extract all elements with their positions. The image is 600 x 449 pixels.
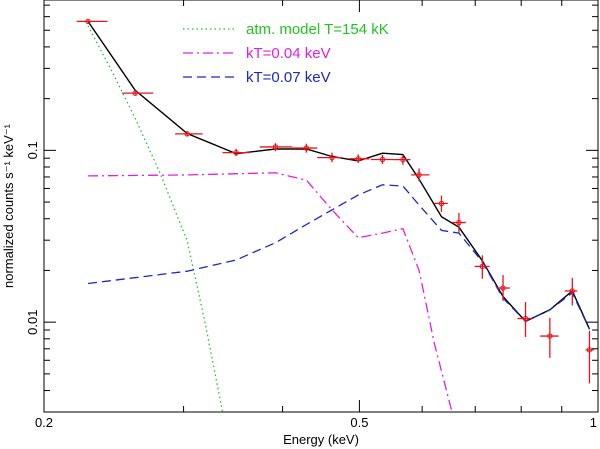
- data-marker: [547, 333, 553, 339]
- data-point: [292, 143, 318, 153]
- model-lines: [87, 21, 591, 412]
- legend-label: kT=0.04 keV: [246, 45, 331, 62]
- axis-tick-labels: 0.2 0.5 1 0.01 0.1: [25, 141, 597, 430]
- data-point: [370, 154, 394, 164]
- plot-frame: [43, 0, 599, 413]
- data-point: [222, 148, 250, 157]
- data-point: [76, 18, 108, 25]
- data-marker: [586, 347, 593, 353]
- data-point: [349, 154, 370, 163]
- data-marker: [85, 18, 91, 25]
- legend: atm. model T=154 kK kT=0.04 keV kT=0.07 ke…: [183, 21, 389, 86]
- data-point: [259, 143, 293, 152]
- data-marker: [329, 154, 335, 161]
- data-point: [452, 212, 466, 233]
- data-point: [585, 330, 595, 384]
- x-tick-label: 0.5: [350, 415, 368, 430]
- data-point: [474, 255, 490, 279]
- y-axis-label: normalized counts s⁻¹ keV⁻¹: [1, 123, 16, 288]
- x-axis-label: Energy (keV): [283, 432, 359, 447]
- data-point: [517, 302, 532, 337]
- data-point: [411, 168, 430, 182]
- data-points: [76, 18, 595, 384]
- data-marker: [456, 219, 462, 226]
- data-marker: [184, 131, 190, 137]
- data-marker: [272, 144, 279, 150]
- data-marker: [479, 263, 486, 270]
- axis-ticks: [43, 0, 599, 413]
- data-marker: [400, 156, 406, 163]
- data-marker: [303, 145, 310, 151]
- legend-label: atm. model T=154 kK: [246, 21, 389, 38]
- legend-label: kT=0.07 keV: [246, 69, 331, 86]
- y-tick-label: 0.1: [25, 141, 40, 159]
- data-marker: [355, 156, 361, 162]
- data-marker: [132, 90, 138, 96]
- model-line-atmosphere-model: [87, 25, 224, 412]
- data-marker: [522, 315, 529, 322]
- data-point: [175, 131, 203, 137]
- data-marker: [233, 149, 239, 156]
- x-tick-label: 0.2: [35, 415, 53, 430]
- data-point: [434, 195, 448, 212]
- data-point: [393, 154, 411, 165]
- x-tick-label: 1: [590, 415, 597, 430]
- data-point: [317, 152, 343, 163]
- data-marker: [569, 288, 576, 294]
- data-point: [540, 317, 559, 358]
- data-point: [122, 90, 154, 96]
- model-line-kt-0-04-kev-component: [87, 172, 453, 412]
- data-marker: [379, 156, 386, 163]
- data-point: [564, 277, 578, 306]
- data-marker: [500, 285, 506, 291]
- y-tick-label: 0.01: [25, 310, 40, 335]
- data-marker: [416, 172, 422, 178]
- data-marker: [438, 200, 445, 207]
- data-point: [496, 275, 510, 301]
- model-line-kt-0-07-kev-component: [87, 184, 591, 330]
